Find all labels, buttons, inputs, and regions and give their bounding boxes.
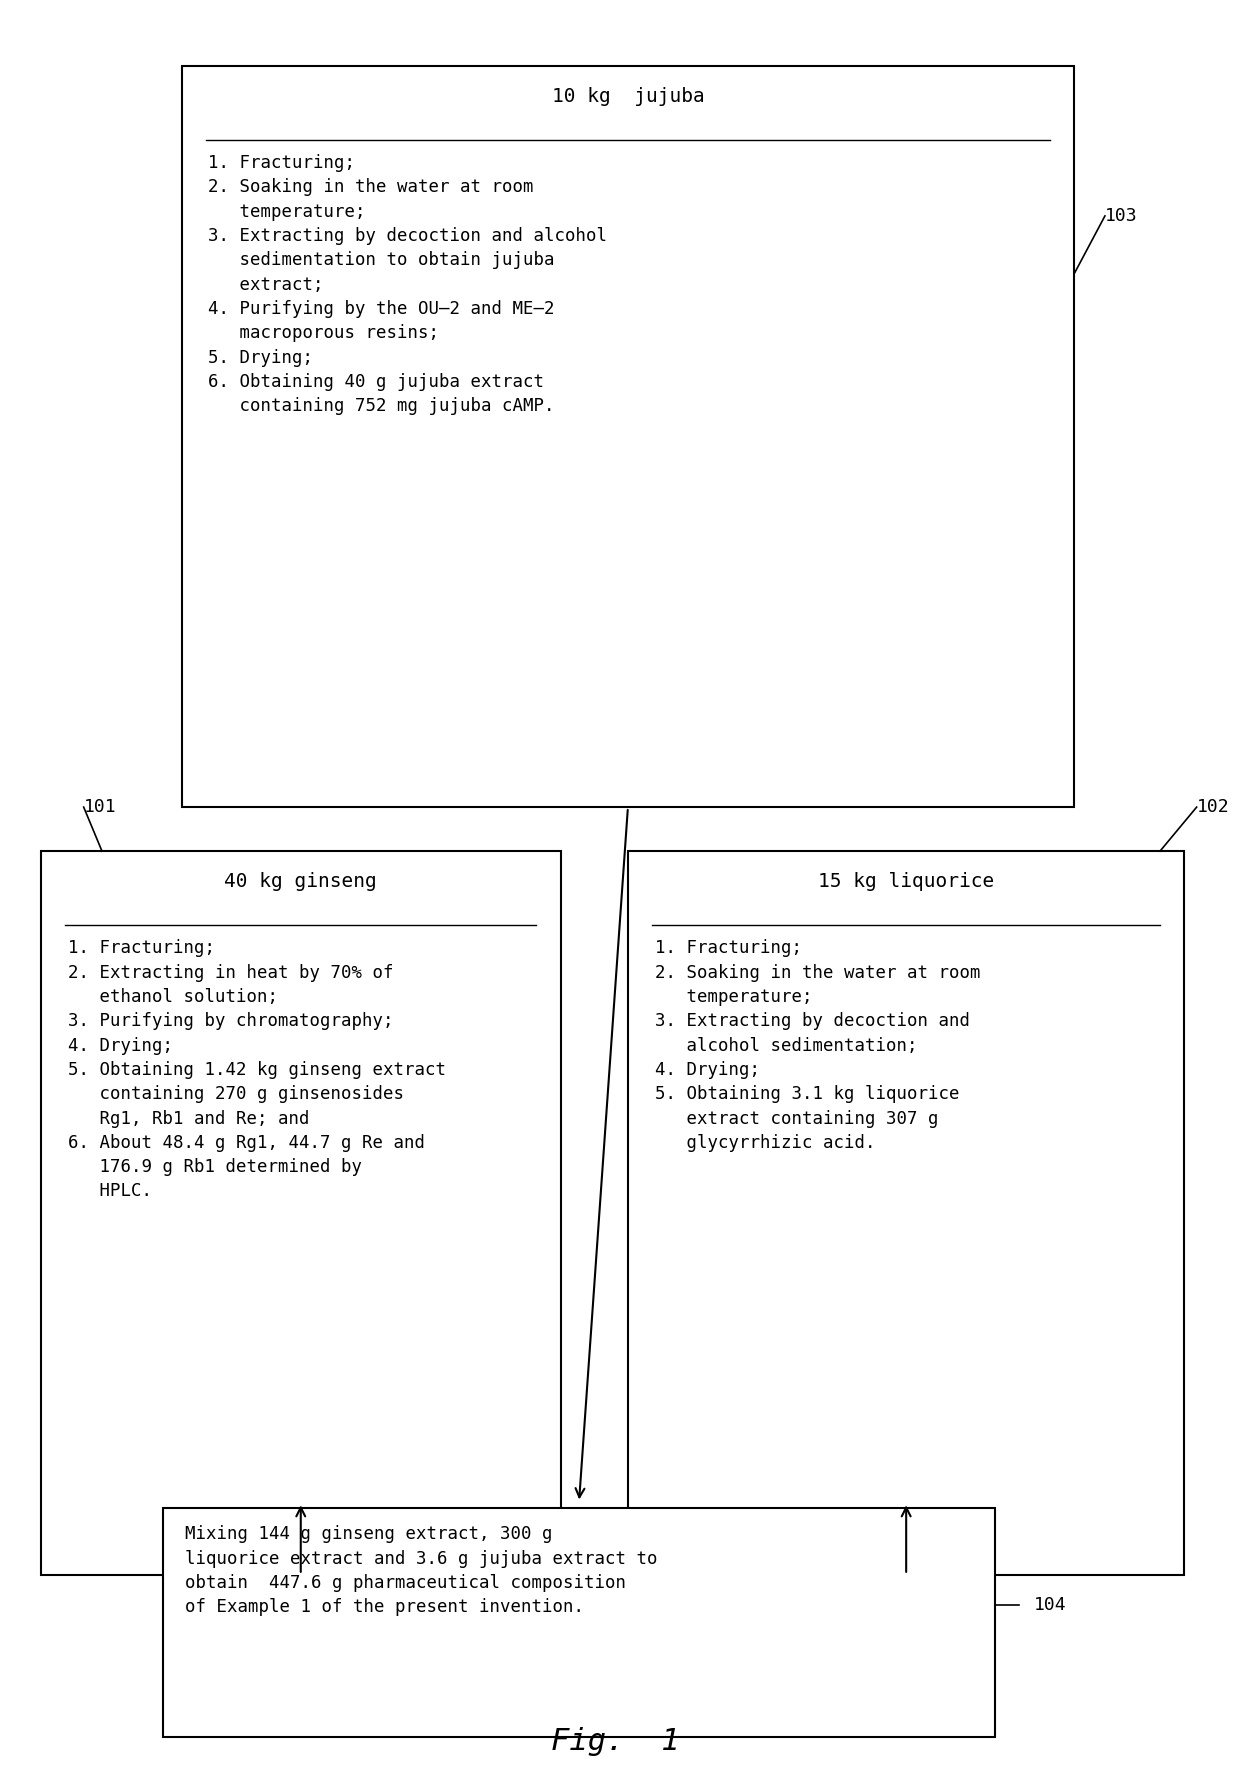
Text: 1. Fracturing;
2. Soaking in the water at room
   temperature;
3. Extracting by : 1. Fracturing; 2. Soaking in the water a… — [208, 154, 608, 415]
Text: 103: 103 — [1105, 207, 1137, 225]
Text: Mixing 144 g ginseng extract, 300 g
liquorice extract and 3.6 g jujuba extract t: Mixing 144 g ginseng extract, 300 g liqu… — [185, 1525, 657, 1617]
Text: 10 kg  jujuba: 10 kg jujuba — [552, 87, 704, 106]
Bar — [181, 66, 1074, 807]
Text: Fig.  1: Fig. 1 — [552, 1727, 680, 1757]
Text: 104: 104 — [1034, 1596, 1066, 1613]
Text: 1. Fracturing;
2. Extracting in heat by 70% of
   ethanol solution;
3. Purifying: 1. Fracturing; 2. Extracting in heat by … — [68, 940, 445, 1200]
Bar — [164, 1507, 994, 1738]
Bar — [41, 851, 560, 1574]
Text: 40 kg ginseng: 40 kg ginseng — [224, 872, 377, 892]
Text: 102: 102 — [1197, 798, 1229, 816]
Text: 101: 101 — [83, 798, 117, 816]
Bar — [627, 851, 1184, 1574]
Text: 15 kg liquorice: 15 kg liquorice — [818, 872, 994, 892]
Text: 1. Fracturing;
2. Soaking in the water at room
   temperature;
3. Extracting by : 1. Fracturing; 2. Soaking in the water a… — [655, 940, 981, 1152]
